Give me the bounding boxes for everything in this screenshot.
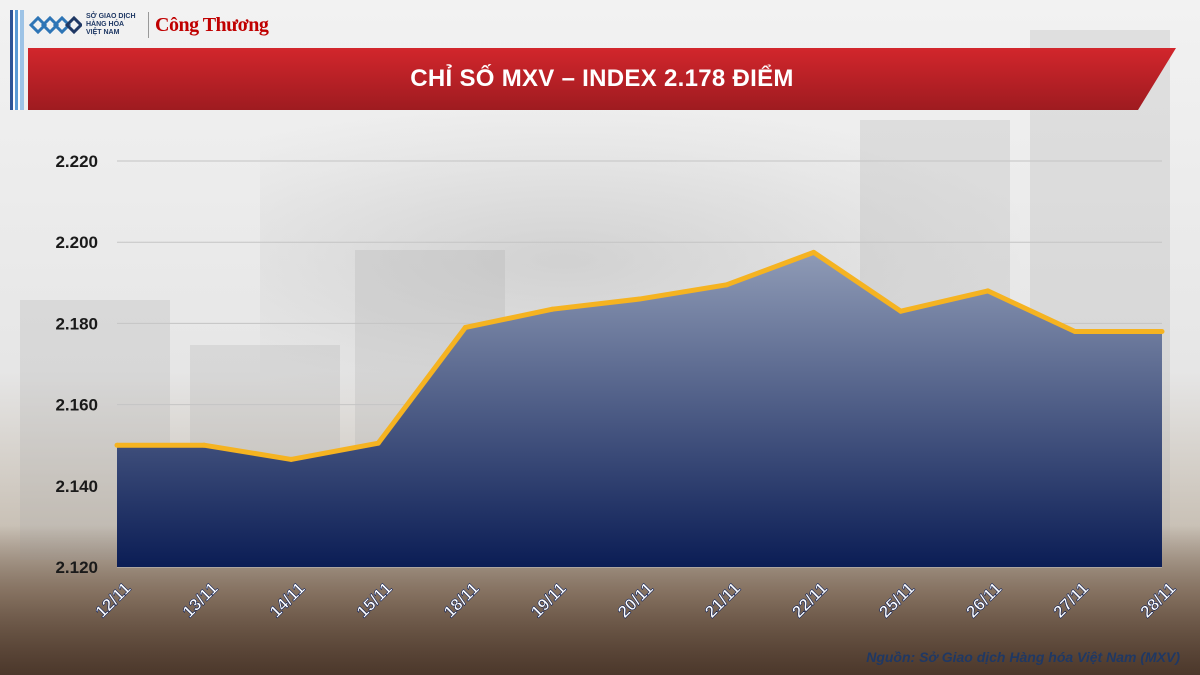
data-point [811, 249, 817, 255]
x-tick-label: 22/11 [788, 579, 831, 622]
data-point [375, 440, 381, 446]
y-tick-label: 2.200 [55, 233, 98, 252]
x-tick-label: 15/11 [353, 579, 396, 622]
data-point [724, 282, 730, 288]
x-tick-label: 20/11 [614, 579, 657, 622]
mxv-logo-line: SỞ GIAO DỊCH [86, 13, 136, 20]
data-point [985, 288, 991, 294]
data-point [114, 442, 120, 448]
x-tick-label: 26/11 [963, 579, 1006, 622]
data-point [1159, 329, 1165, 335]
y-tick-label: 2.140 [55, 477, 98, 496]
congthuong-logo: Công Thương [155, 13, 269, 36]
x-tick-label: 27/11 [1050, 579, 1093, 622]
data-point [549, 306, 555, 312]
header-logos: SỞ GIAO DỊCH HÀNG HÓA VIỆT NAM Công Thươ… [28, 8, 269, 42]
x-tick-label: 18/11 [440, 579, 483, 622]
title-banner: CHỈ SỐ MXV – INDEX 2.178 ĐIỂM [28, 48, 1176, 110]
x-tick-label: 13/11 [179, 579, 222, 622]
data-point [201, 442, 207, 448]
mxv-logo-line: VIỆT NAM [86, 29, 120, 36]
y-tick-label: 2.220 [55, 152, 98, 171]
y-tick-label: 2.180 [55, 314, 98, 333]
x-tick-label: 28/11 [1137, 579, 1180, 622]
logo-divider [148, 12, 149, 38]
x-tick-label: 25/11 [875, 579, 918, 622]
mxv-logo-text: SỞ GIAO DỊCH HÀNG HÓA VIỆT NAM [86, 13, 142, 37]
x-tick-label: 12/11 [92, 579, 135, 622]
source-note: Nguồn: Sở Giao dịch Hàng hóa Việt Nam (M… [866, 649, 1180, 665]
x-tick-label: 21/11 [701, 579, 744, 622]
x-tick-label: 14/11 [266, 579, 309, 622]
data-point [898, 308, 904, 314]
mxv-logo-icon [28, 15, 82, 35]
data-point [1072, 329, 1078, 335]
mxv-logo-line: HÀNG HÓA [86, 21, 125, 28]
y-tick-label: 2.120 [55, 558, 98, 577]
y-tick-label: 2.160 [55, 396, 98, 415]
chart-title: CHỈ SỐ MXV – INDEX 2.178 ĐIỂM [410, 65, 794, 92]
title-banner-shape [28, 48, 1176, 110]
decorative-stripe [10, 10, 24, 110]
x-tick-label: 19/11 [527, 579, 570, 622]
data-point [637, 296, 642, 302]
data-point [288, 456, 294, 462]
mxv-logo: SỞ GIAO DỊCH HÀNG HÓA VIỆT NAM [28, 10, 142, 40]
series-area [117, 252, 1162, 567]
data-point [462, 324, 468, 330]
